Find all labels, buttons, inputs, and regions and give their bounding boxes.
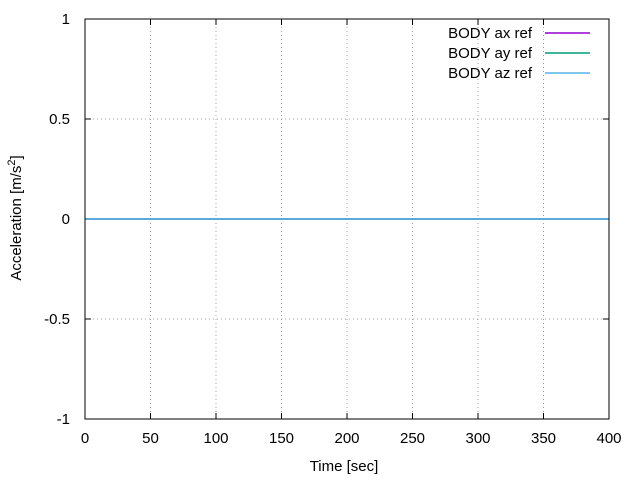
y-tick-label: 0.5 xyxy=(49,111,70,128)
y-tick-label: -0.5 xyxy=(44,311,70,328)
legend-label-1: BODY ax ref xyxy=(448,25,533,42)
x-tick-label: 300 xyxy=(465,430,490,447)
y-tick-labels: -1 -0.5 0 0.5 1 xyxy=(44,11,70,428)
plot-frame xyxy=(84,18,610,420)
y-axis-label: Acceleration [m/s2] xyxy=(6,155,25,280)
x-tick-label: 50 xyxy=(142,430,159,447)
legend-label-2: BODY ay ref xyxy=(448,45,533,62)
x-tick-label: 200 xyxy=(334,430,359,447)
x-tick-label: 0 xyxy=(81,430,89,447)
legend-label-3: BODY az ref xyxy=(448,65,533,82)
y-tick-label: -1 xyxy=(57,411,70,428)
x-tick-label: 100 xyxy=(203,430,228,447)
y-tick-label: 0 xyxy=(62,211,70,228)
legend: BODY ax ref BODY ay ref BODY az ref xyxy=(448,25,590,82)
x-tick-label: 350 xyxy=(531,430,556,447)
x-tick-labels: 0 50 100 150 200 250 300 350 400 xyxy=(81,430,622,447)
x-tick-label: 400 xyxy=(596,430,621,447)
x-axis-label: Time [sec] xyxy=(310,458,379,475)
x-tick-label: 150 xyxy=(269,430,294,447)
x-tick-label: 250 xyxy=(400,430,425,447)
y-tick-label: 1 xyxy=(62,11,70,28)
